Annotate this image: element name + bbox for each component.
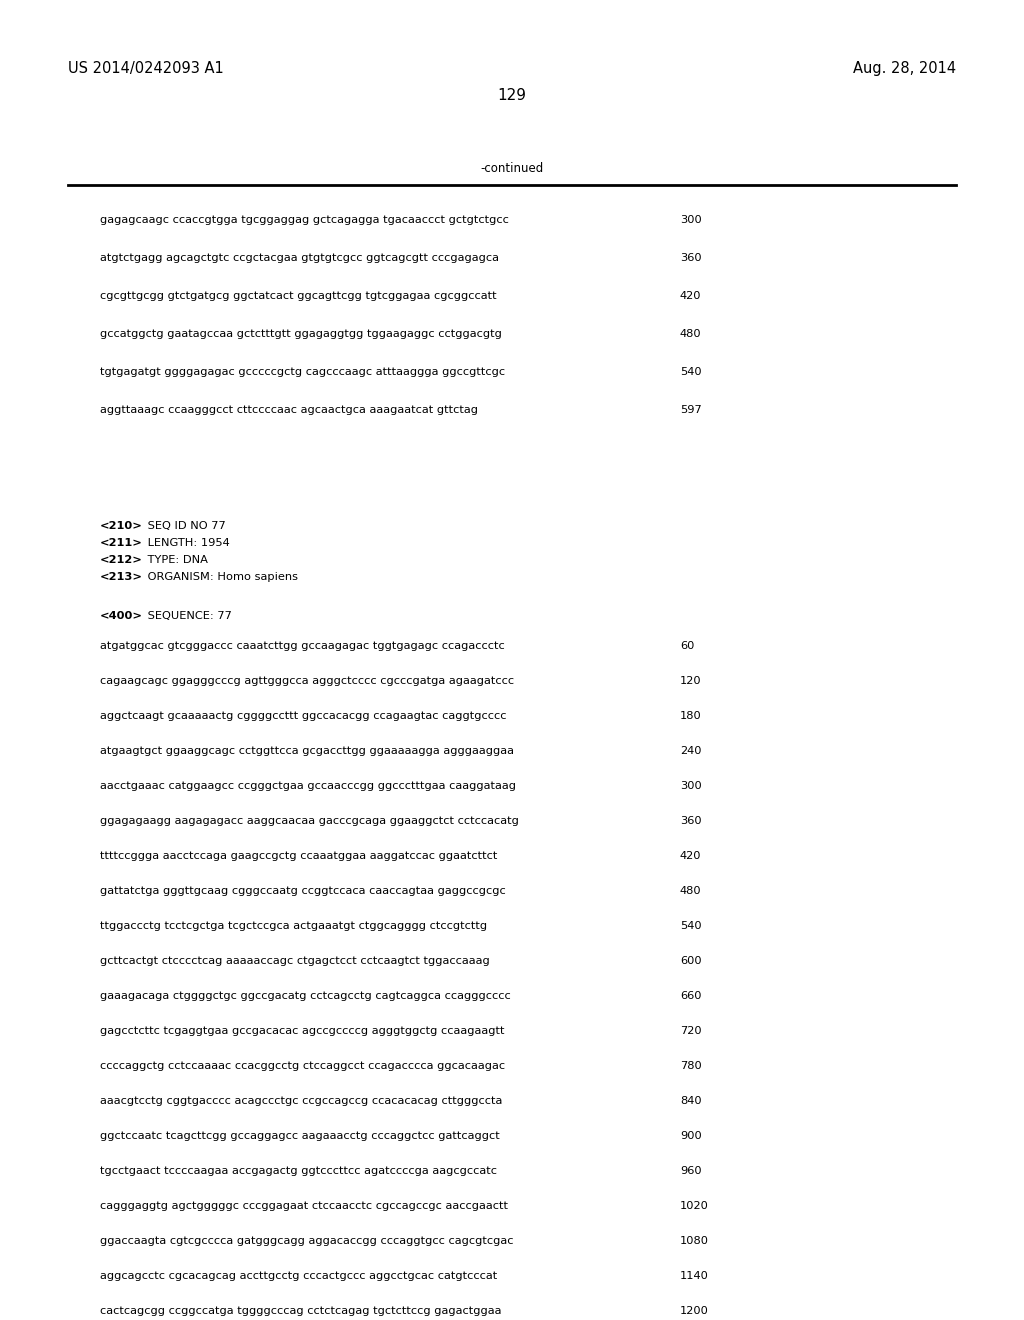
Text: atgtctgagg agcagctgtc ccgctacgaa gtgtgtcgcc ggtcagcgtt cccgagagca: atgtctgagg agcagctgtc ccgctacgaa gtgtgtc… xyxy=(100,253,499,263)
Text: 660: 660 xyxy=(680,991,701,1001)
Text: 780: 780 xyxy=(680,1061,701,1071)
Text: 1200: 1200 xyxy=(680,1305,709,1316)
Text: gccatggctg gaatagccaa gctctttgtt ggagaggtgg tggaagaggc cctggacgtg: gccatggctg gaatagccaa gctctttgtt ggagagg… xyxy=(100,329,502,339)
Text: 1020: 1020 xyxy=(680,1201,709,1210)
Text: 720: 720 xyxy=(680,1026,701,1036)
Text: ggagagaagg aagagagacc aaggcaacaa gacccgcaga ggaaggctct cctccacatg: ggagagaagg aagagagacc aaggcaacaa gacccgc… xyxy=(100,816,519,826)
Text: LENGTH: 1954: LENGTH: 1954 xyxy=(144,539,229,548)
Text: ggaccaagta cgtcgcccca gatgggcagg aggacaccgg cccaggtgcc cagcgtcgac: ggaccaagta cgtcgcccca gatgggcagg aggacac… xyxy=(100,1236,513,1246)
Text: 360: 360 xyxy=(680,253,701,263)
Text: atgatggcac gtcgggaccc caaatcttgg gccaagagac tggtgagagc ccagaccctc: atgatggcac gtcgggaccc caaatcttgg gccaaga… xyxy=(100,642,505,651)
Text: 1140: 1140 xyxy=(680,1271,709,1280)
Text: 420: 420 xyxy=(680,290,701,301)
Text: 360: 360 xyxy=(680,816,701,826)
Text: 120: 120 xyxy=(680,676,701,686)
Text: cgcgttgcgg gtctgatgcg ggctatcact ggcagttcgg tgtcggagaa cgcggccatt: cgcgttgcgg gtctgatgcg ggctatcact ggcagtt… xyxy=(100,290,497,301)
Text: gaaagacaga ctggggctgc ggccgacatg cctcagcctg cagtcaggca ccagggcccc: gaaagacaga ctggggctgc ggccgacatg cctcagc… xyxy=(100,991,511,1001)
Text: <210>: <210> xyxy=(100,521,143,531)
Text: ORGANISM: Homo sapiens: ORGANISM: Homo sapiens xyxy=(144,572,298,582)
Text: ttggaccctg tcctcgctga tcgctccgca actgaaatgt ctggcagggg ctccgtcttg: ttggaccctg tcctcgctga tcgctccgca actgaaa… xyxy=(100,921,487,931)
Text: tgtgagatgt ggggagagac gcccccgctg cagcccaagc atttaaggga ggccgttcgc: tgtgagatgt ggggagagac gcccccgctg cagccca… xyxy=(100,367,505,378)
Text: ccccaggctg cctccaaaac ccacggcctg ctccaggcct ccagacccca ggcacaagac: ccccaggctg cctccaaaac ccacggcctg ctccagg… xyxy=(100,1061,505,1071)
Text: 480: 480 xyxy=(680,329,701,339)
Text: 840: 840 xyxy=(680,1096,701,1106)
Text: Aug. 28, 2014: Aug. 28, 2014 xyxy=(853,61,956,75)
Text: 300: 300 xyxy=(680,215,701,224)
Text: -continued: -continued xyxy=(480,161,544,174)
Text: atgaagtgct ggaaggcagc cctggttcca gcgaccttgg ggaaaaagga agggaaggaa: atgaagtgct ggaaggcagc cctggttcca gcgacct… xyxy=(100,746,514,756)
Text: aaacgtcctg cggtgacccc acagccctgc ccgccagccg ccacacacag cttgggccta: aaacgtcctg cggtgacccc acagccctgc ccgccag… xyxy=(100,1096,503,1106)
Text: aacctgaaac catggaagcc ccgggctgaa gccaacccgg ggccctttgaa caaggataag: aacctgaaac catggaagcc ccgggctgaa gccaacc… xyxy=(100,781,516,791)
Text: SEQ ID NO 77: SEQ ID NO 77 xyxy=(144,521,225,531)
Text: aggcagcctc cgcacagcag accttgcctg cccactgccc aggcctgcac catgtcccat: aggcagcctc cgcacagcag accttgcctg cccactg… xyxy=(100,1271,498,1280)
Text: cactcagcgg ccggccatga tggggcccag cctctcagag tgctcttccg gagactggaa: cactcagcgg ccggccatga tggggcccag cctctca… xyxy=(100,1305,502,1316)
Text: gagagcaagc ccaccgtgga tgcggaggag gctcagagga tgacaaccct gctgtctgcc: gagagcaagc ccaccgtgga tgcggaggag gctcaga… xyxy=(100,215,509,224)
Text: 900: 900 xyxy=(680,1131,701,1140)
Text: 540: 540 xyxy=(680,921,701,931)
Text: 597: 597 xyxy=(680,405,701,414)
Text: 960: 960 xyxy=(680,1166,701,1176)
Text: 540: 540 xyxy=(680,367,701,378)
Text: SEQUENCE: 77: SEQUENCE: 77 xyxy=(144,611,231,620)
Text: aggctcaagt gcaaaaactg cggggccttt ggccacacgg ccagaagtac caggtgcccc: aggctcaagt gcaaaaactg cggggccttt ggccaca… xyxy=(100,711,507,721)
Text: 1080: 1080 xyxy=(680,1236,709,1246)
Text: gagcctcttc tcgaggtgaa gccgacacac agccgccccg agggtggctg ccaagaagtt: gagcctcttc tcgaggtgaa gccgacacac agccgcc… xyxy=(100,1026,505,1036)
Text: 300: 300 xyxy=(680,781,701,791)
Text: 180: 180 xyxy=(680,711,701,721)
Text: 480: 480 xyxy=(680,886,701,896)
Text: TYPE: DNA: TYPE: DNA xyxy=(144,554,208,565)
Text: gattatctga gggttgcaag cgggccaatg ccggtccaca caaccagtaa gaggccgcgc: gattatctga gggttgcaag cgggccaatg ccggtcc… xyxy=(100,886,506,896)
Text: <212>: <212> xyxy=(100,554,143,565)
Text: <400>: <400> xyxy=(100,611,143,620)
Text: <211>: <211> xyxy=(100,539,143,548)
Text: 240: 240 xyxy=(680,746,701,756)
Text: 129: 129 xyxy=(498,87,526,103)
Text: cagggaggtg agctgggggc cccggagaat ctccaacctc cgccagccgc aaccgaactt: cagggaggtg agctgggggc cccggagaat ctccaac… xyxy=(100,1201,508,1210)
Text: ttttccggga aacctccaga gaagccgctg ccaaatggaa aaggatccac ggaatcttct: ttttccggga aacctccaga gaagccgctg ccaaatg… xyxy=(100,851,498,861)
Text: US 2014/0242093 A1: US 2014/0242093 A1 xyxy=(68,61,224,75)
Text: aggttaaagc ccaagggcct cttccccaac agcaactgca aaagaatcat gttctag: aggttaaagc ccaagggcct cttccccaac agcaact… xyxy=(100,405,478,414)
Text: ggctccaatc tcagcttcgg gccaggagcc aagaaacctg cccaggctcc gattcaggct: ggctccaatc tcagcttcgg gccaggagcc aagaaac… xyxy=(100,1131,500,1140)
Text: cagaagcagc ggagggcccg agttgggcca agggctcccc cgcccgatga agaagatccc: cagaagcagc ggagggcccg agttgggcca agggctc… xyxy=(100,676,514,686)
Text: gcttcactgt ctcccctcag aaaaaccagc ctgagctcct cctcaagtct tggaccaaag: gcttcactgt ctcccctcag aaaaaccagc ctgagct… xyxy=(100,956,489,966)
Text: 420: 420 xyxy=(680,851,701,861)
Text: 600: 600 xyxy=(680,956,701,966)
Text: tgcctgaact tccccaagaa accgagactg ggtcccttcc agatccccga aagcgccatc: tgcctgaact tccccaagaa accgagactg ggtccct… xyxy=(100,1166,497,1176)
Text: <213>: <213> xyxy=(100,572,143,582)
Text: 60: 60 xyxy=(680,642,694,651)
